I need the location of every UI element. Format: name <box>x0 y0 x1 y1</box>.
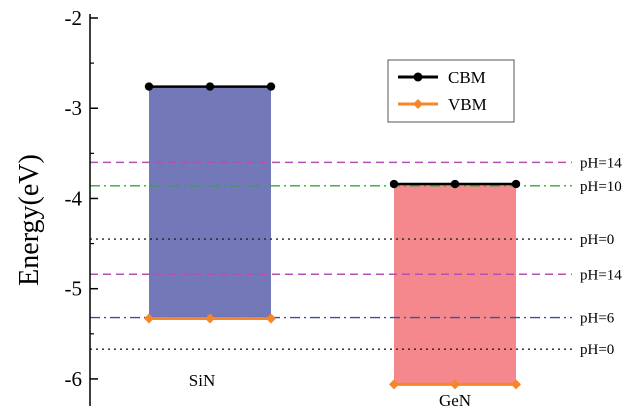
point-cbm-0-2 <box>266 82 276 91</box>
legend-marker-cbm <box>413 72 423 82</box>
reference-line-label-3: pH=14 <box>580 267 622 283</box>
legend-marker-vbm <box>413 99 423 109</box>
y-tick-label-0: -2 <box>65 6 83 30</box>
y-axis-label: Energy(eV) <box>14 154 45 286</box>
y-tick-label-3: -5 <box>65 277 83 301</box>
point-cbm-1-0 <box>389 179 399 189</box>
point-vbm-0-0 <box>144 313 154 324</box>
reference-line-label-2: pH=0 <box>580 232 614 248</box>
y-tick-label-2: -4 <box>65 186 83 210</box>
point-cbm-1-1 <box>450 179 460 189</box>
category-label-sin: SiN <box>189 371 215 390</box>
reference-line-label-1: pH=10 <box>580 179 622 195</box>
point-vbm-1-1 <box>450 379 460 390</box>
category-label-gen: GeN <box>439 391 471 406</box>
point-vbm-0-1 <box>205 313 215 324</box>
bar-sin <box>149 86 271 319</box>
reference-line-label-4: pH=6 <box>580 311 615 327</box>
point-vbm-0-2 <box>266 313 276 324</box>
bar-gen <box>394 184 516 385</box>
point-cbm-0-0 <box>144 82 154 91</box>
legend: CBM VBM <box>387 59 515 123</box>
reference-line-label-5: pH=0 <box>580 342 614 358</box>
point-vbm-1-2 <box>511 379 521 390</box>
point-cbm-1-2 <box>511 179 521 189</box>
reference-line-label-0: pH=14 <box>580 155 622 171</box>
point-vbm-1-0 <box>389 379 399 390</box>
legend-label-vbm: VBM <box>448 95 487 114</box>
point-cbm-0-1 <box>205 82 215 91</box>
legend-box <box>387 59 515 123</box>
y-tick-label-1: -3 <box>65 96 83 120</box>
y-tick-label-4: -6 <box>65 367 83 391</box>
legend-label-cbm: CBM <box>448 68 486 87</box>
